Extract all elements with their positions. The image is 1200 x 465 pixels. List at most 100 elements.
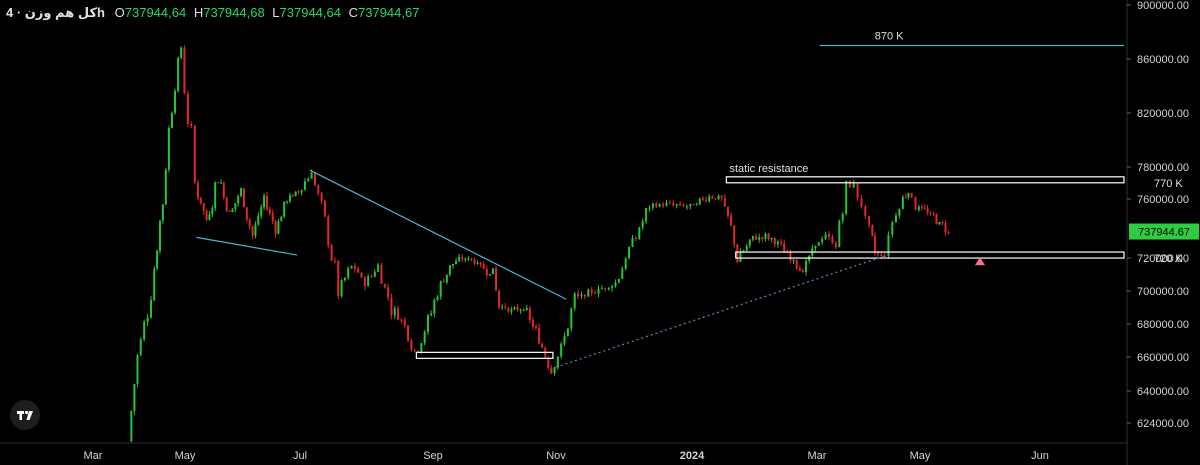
candle-body [519, 309, 522, 311]
candle-body [717, 195, 720, 200]
candle-body [327, 216, 330, 246]
candle-body [390, 297, 393, 316]
x-tick-label: May [910, 450, 931, 462]
candle-body [410, 340, 413, 350]
candle-body [736, 244, 739, 263]
candle-body [320, 193, 323, 201]
candle-body [260, 207, 263, 216]
y-tick-label: 700000.00 [1137, 286, 1189, 298]
level-box [415, 351, 554, 359]
close-label: C [348, 5, 358, 20]
candle-body [439, 281, 442, 297]
candle-body [333, 260, 336, 262]
candle-body [161, 204, 164, 221]
candle-body [190, 123, 193, 126]
x-tick-label: 2024 [680, 450, 705, 462]
candle-body [848, 180, 851, 188]
candle-body [645, 208, 648, 222]
y-tick-label: 900000.00 [1137, 0, 1189, 12]
candle-body [183, 47, 186, 94]
candle-body [286, 201, 289, 203]
candle-body [274, 221, 277, 234]
candle-body [400, 319, 403, 321]
candle-body [360, 272, 363, 278]
candle-body [764, 233, 767, 239]
candle-body [436, 296, 439, 301]
candle-body [745, 245, 748, 251]
candle-body [910, 193, 913, 198]
candle-body [692, 203, 695, 205]
candle-body [445, 274, 448, 283]
candle-body [638, 227, 641, 240]
candle-body [580, 294, 583, 297]
marker-triangle-icon [975, 257, 985, 266]
candle-body [491, 268, 494, 275]
candle-body [254, 224, 257, 236]
candle-body [473, 259, 476, 264]
candle-body [662, 204, 665, 206]
candle-body [130, 410, 133, 441]
annotation-text: static resistance [730, 163, 809, 175]
candle-body [251, 226, 254, 236]
candle-body [146, 317, 149, 323]
candle-body [679, 204, 682, 206]
candle-body [914, 197, 917, 210]
candle-body [240, 188, 243, 197]
candle-body [682, 204, 685, 207]
candle-body [470, 258, 473, 260]
candle-body [597, 288, 600, 294]
candle-body [363, 277, 366, 287]
candle-body [313, 173, 316, 186]
candle-body [448, 265, 451, 275]
candle-body [860, 198, 863, 207]
candle-body [801, 271, 804, 273]
candle-body [655, 203, 658, 207]
candle-body [792, 260, 795, 262]
candle-body [587, 289, 590, 297]
candle-body [944, 223, 947, 233]
candle-body [831, 236, 834, 243]
y-tick-label: 820000.00 [1137, 108, 1189, 120]
candle-body [672, 203, 675, 206]
candle-body [245, 207, 248, 220]
candle-body [525, 308, 528, 310]
candle-body [907, 193, 910, 198]
candle-body [156, 250, 159, 269]
candle-body [522, 309, 525, 311]
candle-body [143, 322, 146, 340]
symbol-title[interactable]: کل هم وزن · 4h [6, 5, 105, 20]
candle-body [795, 260, 798, 269]
candle-body [689, 203, 692, 207]
candle-body [577, 293, 580, 297]
candle-body [420, 343, 423, 352]
high-label: H [193, 5, 204, 20]
candle-body [624, 258, 627, 269]
candle-body [742, 250, 745, 252]
candle-body [600, 288, 603, 290]
candle-body [234, 203, 237, 210]
candle-body [856, 183, 859, 199]
trendline [196, 236, 298, 256]
candle-body [685, 206, 688, 208]
last-price-badge [1129, 223, 1199, 240]
tradingview-logo-icon[interactable] [10, 400, 40, 430]
candle-body [174, 90, 177, 113]
candle-body [225, 197, 228, 211]
candle-body [133, 383, 136, 411]
candle-body [891, 222, 894, 235]
y-tick-label: 760000.00 [1137, 194, 1189, 206]
candle-body [852, 183, 855, 188]
candle-body [340, 280, 343, 297]
candle-body [821, 239, 824, 243]
x-tick-label: Nov [546, 450, 566, 462]
candle-body [237, 196, 240, 204]
candle-body [553, 367, 556, 374]
candle-body [393, 308, 396, 316]
candle-body [357, 268, 360, 273]
candle-body [177, 57, 180, 91]
candle-body [397, 308, 400, 320]
close-value: 737944,67 [358, 5, 420, 20]
candle-body [303, 181, 306, 190]
